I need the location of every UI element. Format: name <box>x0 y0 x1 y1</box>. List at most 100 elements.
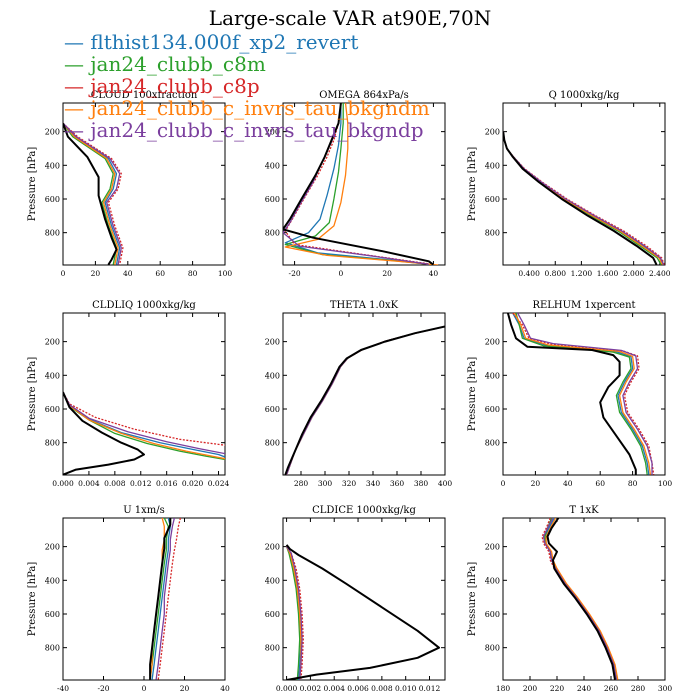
xtick-label-4-3: 340 <box>366 479 381 488</box>
xtick-label-5-3: 60 <box>595 479 605 488</box>
series-line-6-control <box>149 518 172 680</box>
legend-swatch-0: — <box>64 30 91 54</box>
xtick-label-3-0: 0.000 <box>52 479 74 488</box>
legend: — flthist134.000f_xp2_revert — jan24_clu… <box>64 31 430 141</box>
xtick-label-7-1: 0.002 <box>300 684 322 693</box>
ytick-label-1-1: 400 <box>265 161 280 170</box>
legend-item-4: — jan24_clubb_c_invrs_tau_bkgndp <box>64 119 430 141</box>
xtick-label-8-6: 300 <box>658 684 673 693</box>
ytick-label-5-3: 800 <box>485 439 500 448</box>
xtick-label-3-5: 0.020 <box>182 479 204 488</box>
ytick-label-0-2: 600 <box>45 195 60 204</box>
xtick-label-6-0: -40 <box>57 684 69 693</box>
xtick-label-8-3: 240 <box>577 684 592 693</box>
xtick-label-2-1: 0.800 <box>545 269 567 278</box>
legend-swatch-4: — <box>64 118 91 142</box>
panel-title-5: RELHUM 1xpercent <box>532 300 635 311</box>
xtick-label-3-1: 0.004 <box>78 479 100 488</box>
xtick-label-5-1: 20 <box>531 479 541 488</box>
xtick-label-7-0: 0.000 <box>276 684 298 693</box>
series-line-5-jan24-clubb-c8p <box>512 313 655 475</box>
xtick-label-4-5: 380 <box>414 479 429 488</box>
series-line-0-flthist134-000f-xp2-revert <box>63 122 121 265</box>
ytick-label-2-3: 800 <box>485 229 500 238</box>
series-line-8-jan24-clubb-c8m <box>544 518 618 680</box>
series-line-5-flthist134-000f-xp2-revert <box>512 313 650 475</box>
ytick-label-7-2: 600 <box>265 610 280 619</box>
series-line-0-jan24-clubb-c8p <box>63 122 124 265</box>
ytick-label-5-0: 200 <box>485 338 500 347</box>
ytick-label-8-2: 600 <box>485 610 500 619</box>
panel-0: CLOUD 100xfraction 200 400 600 800 0 20 40 60 80 1… <box>27 90 232 278</box>
ylabel-3: Pressure [hPa] <box>27 357 38 432</box>
series-line-7-jan24-clubb-c8m <box>285 546 301 680</box>
ytick-label-4-2: 600 <box>265 405 280 414</box>
panel-1: OMEGA 864xPa/s 200 400 600 800 -20 0 20 40 <box>265 90 446 278</box>
ytick-label-3-2: 600 <box>45 405 60 414</box>
ylabel-2: Pressure [hPa] <box>467 147 478 222</box>
ytick-label-4-1: 400 <box>265 371 280 380</box>
xtick-label-1-0: -20 <box>289 269 301 278</box>
series-line-8-jan24-clubb-c-invrs-tau-bkgndm <box>545 518 619 680</box>
xtick-label-4-6: 400 <box>438 479 453 488</box>
ytick-label-3-3: 800 <box>45 439 60 448</box>
panel-title-1: OMEGA 864xPa/s <box>319 90 409 101</box>
panel-title-7: CLDICE 1000xkg/kg <box>312 505 416 516</box>
ytick-label-8-0: 200 <box>485 543 500 552</box>
series-line-0-control <box>63 122 118 265</box>
xtick-label-3-3: 0.012 <box>130 479 152 488</box>
xtick-label-7-4: 0.008 <box>371 684 393 693</box>
panel-frame-1 <box>282 102 446 266</box>
panel-3: CLDLIQ 1000xkg/kg 200 400 600 800 0.000 0.004 0… <box>27 300 229 488</box>
ytick-label-1-3: 800 <box>265 229 280 238</box>
ylabel-5: Pressure [hPa] <box>467 357 478 432</box>
xtick-label-2-2: 1.200 <box>571 269 593 278</box>
panel-title-4: THETA 1.0xK <box>330 300 399 311</box>
series-line-5-control <box>506 313 637 475</box>
series-line-0-jan24-clubb-c-invrs-tau-bkgndp <box>63 122 122 265</box>
xtick-label-0-5: 100 <box>218 269 233 278</box>
xtick-label-8-5: 280 <box>631 684 646 693</box>
series-line-0-jan24-clubb-c-invrs-tau-bkgndm <box>63 122 119 265</box>
xtick-label-7-2: 0.004 <box>323 684 345 693</box>
xtick-label-7-5: 0.010 <box>395 684 417 693</box>
legend-label-1: jan24_clubb_c8m <box>90 52 266 76</box>
xtick-label-4-4: 360 <box>390 479 405 488</box>
xtick-label-2-5: 2.400 <box>649 269 671 278</box>
legend-item-0: — flthist134.000f_xp2_revert <box>64 31 430 53</box>
ytick-label-6-0: 200 <box>45 543 60 552</box>
ytick-label-8-3: 800 <box>485 644 500 653</box>
ytick-label-0-1: 400 <box>45 161 60 170</box>
xtick-label-2-0: 0.400 <box>518 269 540 278</box>
ytick-label-2-1: 400 <box>485 161 500 170</box>
series-line-1-control <box>283 103 434 265</box>
ytick-label-7-1: 400 <box>265 576 280 585</box>
legend-item-1: — jan24_clubb_c8m <box>64 53 430 75</box>
xtick-label-6-1: -20 <box>97 684 109 693</box>
ytick-label-7-0: 200 <box>265 543 280 552</box>
panel-frame-7 <box>282 517 446 681</box>
xtick-label-7-6: 0.012 <box>419 684 441 693</box>
xtick-label-0-1: 20 <box>91 269 101 278</box>
xtick-label-8-1: 200 <box>523 684 538 693</box>
panel-8: T 1xK 200 400 600 800 180 200 220 240 260 280 300 Pr… <box>467 505 672 693</box>
series-line-3-control <box>63 391 145 475</box>
ytick-label-5-1: 400 <box>485 371 500 380</box>
series-line-5-jan24-clubb-c-invrs-tau-bkgndm <box>513 313 652 475</box>
panel-title-8: T 1xK <box>569 505 599 516</box>
xtick-label-6-4: 40 <box>220 684 230 693</box>
legend-label-0: flthist134.000f_xp2_revert <box>90 30 359 54</box>
ytick-label-0-0: 200 <box>45 128 60 137</box>
xtick-label-4-1: 300 <box>318 479 333 488</box>
series-line-7-control <box>285 544 440 680</box>
xtick-label-0-0: 0 <box>61 269 66 278</box>
xtick-label-8-0: 180 <box>496 684 511 693</box>
ytick-label-1-2: 600 <box>265 195 280 204</box>
panel-2: Q 1000xkg/kg 200 400 600 800 0.400 0.800 1.200 1… <box>467 90 671 278</box>
series-line-5-jan24-clubb-c-invrs-tau-bkgndp <box>517 313 653 475</box>
xtick-label-3-4: 0.016 <box>156 479 178 488</box>
series-line-5-jan24-clubb-c8m <box>515 313 648 475</box>
series-line-6-jan24-clubb-c8p <box>157 518 182 680</box>
xtick-label-6-3: 20 <box>180 684 190 693</box>
ytick-label-6-3: 800 <box>45 644 60 653</box>
